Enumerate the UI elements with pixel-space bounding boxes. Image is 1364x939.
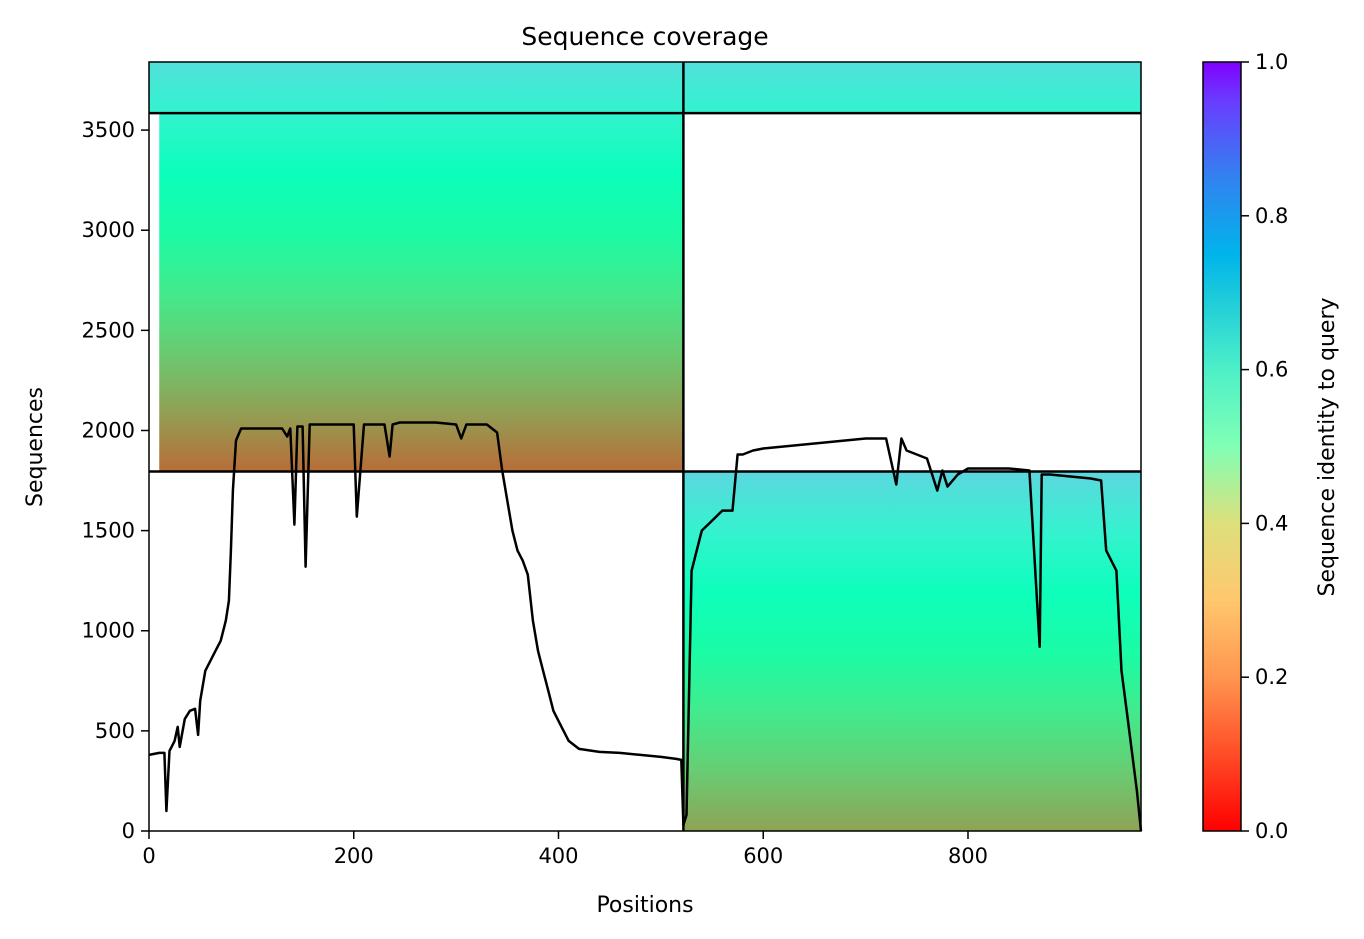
x-tick-label: 600 [743,844,783,868]
x-axis-label: Positions [596,893,693,918]
y-tick-label: 3000 [82,218,135,242]
y-tick-label: 2500 [82,318,135,342]
coverage-heatmap [149,62,1141,831]
colorbar [1202,61,1242,832]
colorbar-tick-label: 0.6 [1255,358,1288,382]
y-tick-label: 1500 [82,519,135,543]
chain-boundary-lines [149,62,1141,831]
y-tick-label: 2000 [82,418,135,442]
y-tick-label: 500 [95,719,135,743]
colorbar-tick-label: 0.2 [1255,665,1288,689]
colorbar-label: Sequence identity to query [1315,297,1340,596]
plot-frame [148,61,1142,832]
heatmap-block [149,62,1141,114]
y-axis: 0 500 1000 1500 2000 2500 3000 3500 [82,118,149,843]
x-tick-label: 200 [334,844,374,868]
colorbar-tick-label: 0.8 [1255,204,1288,228]
colorbar-tick-label: 1.0 [1255,50,1288,74]
x-tick-label: 400 [538,844,578,868]
heatmap-block [683,471,1141,831]
coverage-line [148,421,1143,832]
heatmap-block [159,113,684,472]
x-tick-label: 0 [142,844,155,868]
x-tick-label: 800 [948,844,988,868]
colorbar-axis: 0.0 0.2 0.4 0.6 0.8 1.0 [1241,50,1288,843]
colorbar-tick-label: 0.4 [1255,511,1288,535]
y-axis-label: Sequences [23,387,48,507]
chart-title: Sequence coverage [521,22,768,51]
y-tick-label: 1000 [82,619,135,643]
y-tick-label: 3500 [82,118,135,142]
coverage-line-group [148,421,1143,832]
colorbar-tick-label: 0.0 [1255,819,1288,843]
x-axis: 0 200 400 600 800 [142,831,988,868]
y-tick-label: 0 [122,819,135,843]
